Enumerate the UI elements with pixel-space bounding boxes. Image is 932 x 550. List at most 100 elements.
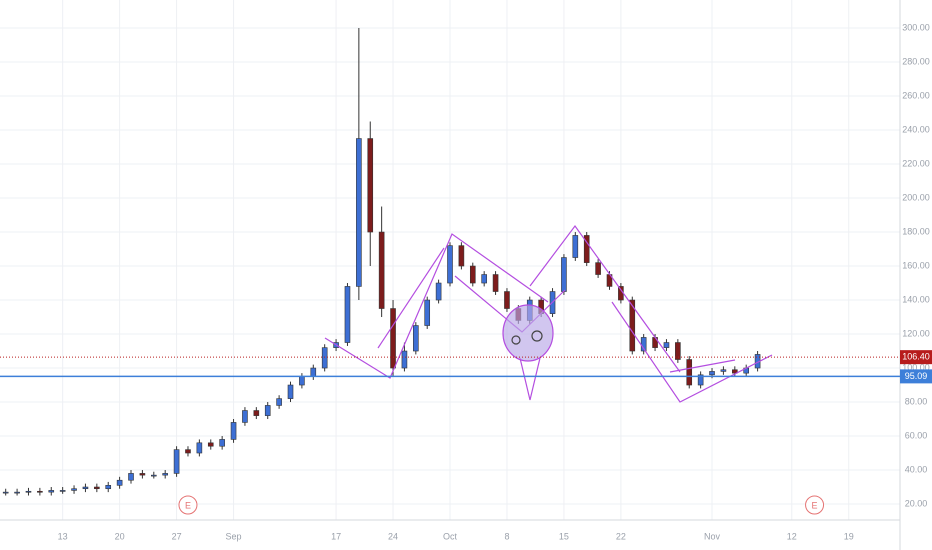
candle-body [492,274,499,292]
candle-body [390,308,396,369]
candle-body [116,479,123,486]
candle-body [299,376,305,386]
candle-body [447,245,453,284]
y-tick-label: 140.00 [902,294,930,304]
candles [2,28,761,496]
trend-drawings [324,224,773,403]
y-tick-label: 100.00 [902,362,930,372]
candle-body [48,490,55,493]
candle-body [663,342,670,348]
candle-body [150,474,157,477]
y-tick-label: 240.00 [902,124,930,134]
y-tick-label: 200.00 [902,192,930,202]
face [502,304,554,362]
candle-body [732,369,738,374]
candle-body [2,491,9,494]
candle-body [697,374,704,386]
face-eye [531,330,543,342]
candle-body [264,405,271,416]
candle-body [196,442,203,454]
candle-body [435,282,442,301]
price-label-box [900,350,932,365]
candle-body [356,138,362,287]
x-tick-label: 13 [58,531,68,541]
face-eye [511,335,521,345]
x-tick-label: 19 [844,531,854,541]
candle-body [561,257,567,292]
y-tick-label: 40.00 [905,464,928,474]
trend-line [611,301,773,403]
y-tick-label: 120.00 [902,328,930,338]
trend-line [377,247,445,349]
candle-body [720,369,727,372]
event-marker [178,495,198,515]
x-tick-label: Sep [226,531,242,541]
candle-body [686,359,693,386]
candle-body [287,384,294,399]
candle-body [583,235,590,263]
candle-body [481,274,487,284]
event-marker [805,495,825,515]
y-tick-label: 160.00 [902,260,930,270]
candle-body [71,488,77,491]
candle-body [572,235,579,258]
candle-body [128,473,134,481]
face-tail [519,357,541,401]
candle-body [321,347,328,369]
overlay: 20.00 40.00 60.00 80.00 100.00 120.00 140.00 16… [0,22,932,541]
candle-body [207,442,214,447]
event-label: E [185,500,191,510]
candle-body [242,410,248,423]
candle-body [629,299,636,352]
candle-body [139,473,146,476]
x-tick-label: 24 [388,531,398,541]
candle-body [367,138,374,233]
candle-body [595,262,601,275]
candle-body [37,490,43,493]
candle-body [378,231,385,309]
x-tick-label: Oct [443,531,458,541]
trend-line [529,224,681,373]
candle-body [310,367,317,377]
price-label: 106.40 [902,352,930,362]
trend-line [669,359,736,373]
candle-body [504,291,510,309]
price-label: 95.09 [905,371,928,381]
candle-body [458,245,465,267]
candle-body [469,265,476,284]
candle-body [424,299,431,326]
x-tick-label: Nov [704,531,721,541]
candle-body [173,449,180,474]
candle-body [276,398,282,406]
y-tick-label: 220.00 [902,158,930,168]
candle-body [219,439,225,447]
y-tick-label: 180.00 [902,226,930,236]
x-tick-label: 12 [787,531,797,541]
candle-body [162,473,168,476]
x-tick-label: 17 [331,531,341,541]
candle-body [82,486,89,490]
y-tick-label: 260.00 [902,90,930,100]
y-tick-label: 300.00 [902,22,930,32]
candle-body [105,485,112,490]
candle-body [59,490,66,492]
y-tick-label: 60.00 [905,430,928,440]
candle-body [94,486,100,490]
candle-body [25,490,32,493]
trend-line [324,233,549,379]
x-tick-label: 27 [172,531,182,541]
candle-body [413,325,419,352]
x-tick-label: 15 [559,531,569,541]
x-tick-label: 8 [504,531,509,541]
y-tick-label: 20.00 [905,498,928,508]
x-tick-label: 20 [115,531,125,541]
candle-body [709,371,715,376]
y-tick-label: 280.00 [902,56,930,66]
candle-body [14,491,20,494]
candle-body [675,342,681,360]
candle-body [344,286,351,343]
y-tick-label: 80.00 [905,396,928,406]
event-label: E [812,500,818,510]
